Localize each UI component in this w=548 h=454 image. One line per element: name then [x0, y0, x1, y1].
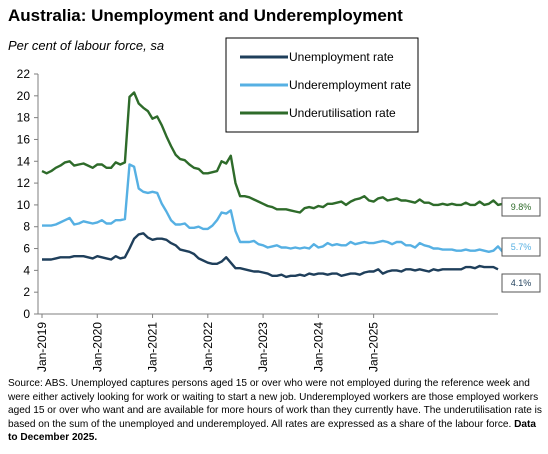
- y-tick-label: 16: [17, 132, 31, 146]
- y-tick-label: 14: [17, 154, 31, 168]
- y-tick-label: 10: [17, 198, 31, 212]
- end-label-value: 5.7%: [511, 242, 532, 252]
- y-tick-label: 2: [23, 285, 30, 299]
- series-lines: [41, 91, 508, 279]
- y-tick-label: 22: [17, 67, 31, 81]
- y-tick-label: 12: [17, 176, 31, 190]
- y-tick-label: 0: [23, 307, 30, 321]
- axes: 0 2 4 6 8 10 12 14 16 18 20 22 Jan-2019 Jan-2020 Jan-2…: [17, 67, 498, 372]
- x-tick-label: Jan-2021: [146, 322, 160, 372]
- footnote-text: Source: ABS. Unemployed captures persons…: [8, 378, 542, 430]
- x-tick-label: Jan-2023: [256, 322, 270, 372]
- x-tick-label: Jan-2019: [35, 322, 49, 372]
- legend: Unemployment rate Underemployment rate Und…: [225, 37, 419, 133]
- x-tick-label: Jan-2025: [367, 322, 381, 372]
- series-line: [42, 163, 504, 254]
- end-label-value: 4.1%: [511, 278, 532, 288]
- x-tick-label: Jan-2020: [90, 322, 104, 372]
- series-line: [42, 232, 499, 279]
- y-tick-label: 4: [23, 263, 30, 277]
- y-tick-label: 18: [17, 111, 31, 125]
- legend-label: Unemployment rate: [289, 50, 394, 64]
- x-tick-label: Jan-2024: [311, 322, 325, 372]
- legend-label: Underutilisation rate: [289, 106, 396, 120]
- end-label-box: [501, 197, 541, 217]
- end-labels: 4.1% 5.7% 9.8%: [501, 197, 541, 293]
- chart-subtitle: Per cent of labour force, sa: [8, 38, 165, 53]
- x-tick-label: Jan-2022: [201, 322, 215, 372]
- chart-title: Australia: Unemployment and Underemploym…: [8, 6, 403, 25]
- y-tick-label: 20: [17, 89, 31, 103]
- end-label-box: [501, 237, 541, 257]
- end-label-value: 9.8%: [511, 202, 532, 212]
- y-tick-label: 6: [23, 242, 30, 256]
- end-label-box: [501, 273, 541, 293]
- footnote-bold: Data to December 2025.: [8, 418, 537, 444]
- footnote: Source: ABS. Unemployed captures persons…: [8, 377, 542, 445]
- legend-label: Underemployment rate: [289, 78, 411, 92]
- series-line: [41, 91, 508, 214]
- y-tick-label: 8: [23, 220, 30, 234]
- line-chart: 0 2 4 6 8 10 12 14 16 18 20 22 Jan-2019 Jan-2020 Jan-2…: [17, 37, 541, 372]
